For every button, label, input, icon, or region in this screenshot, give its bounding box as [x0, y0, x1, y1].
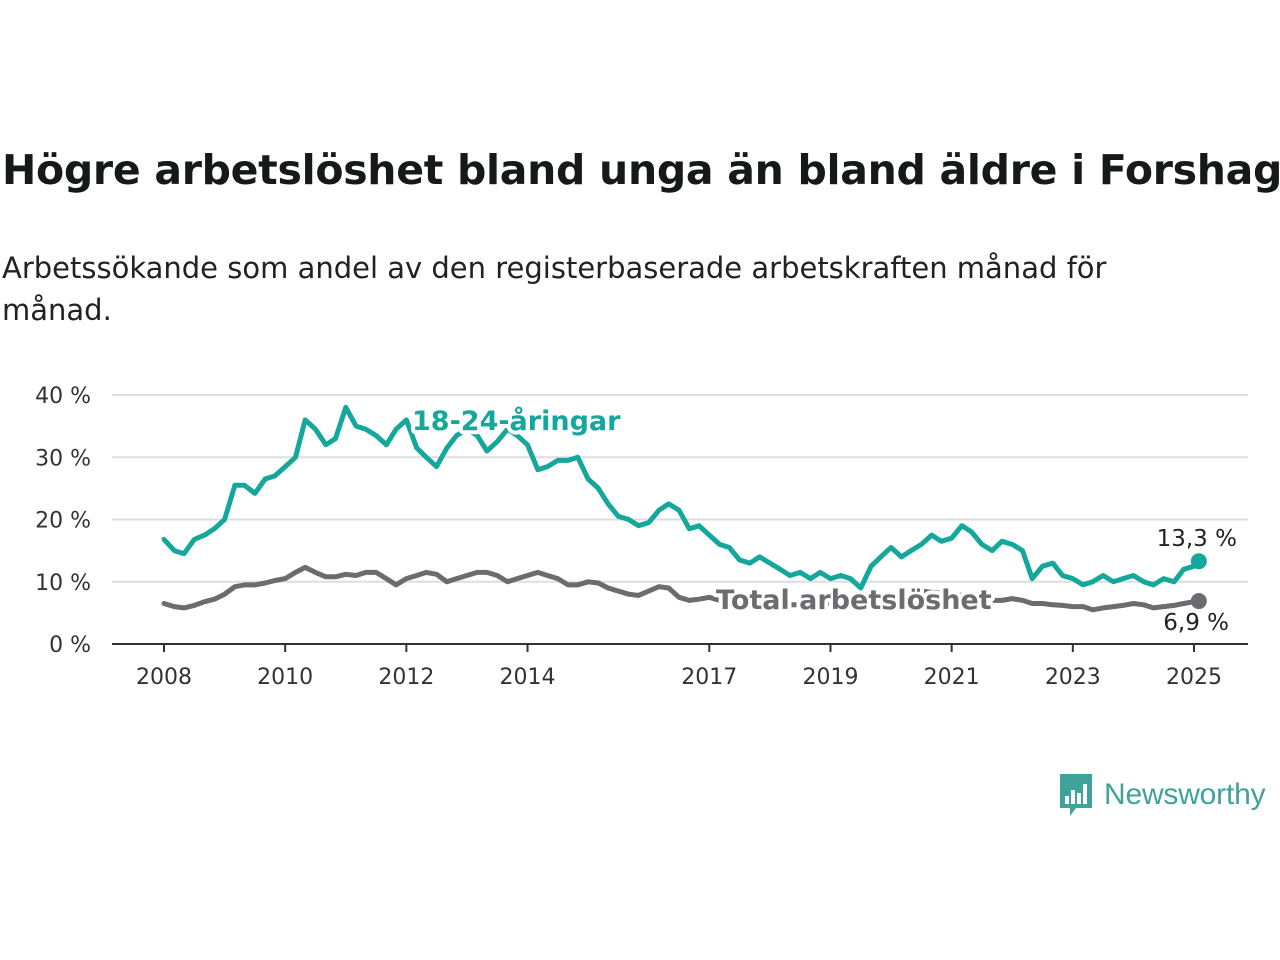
newsworthy-logo: Newsworthy: [1058, 772, 1266, 818]
brand-name: Newsworthy: [1104, 778, 1266, 811]
x-tick-label: 2017: [681, 665, 737, 690]
x-tick-label: 2010: [257, 665, 313, 690]
x-tick-label: 2008: [136, 665, 192, 690]
y-tick-label: 10 %: [35, 571, 91, 596]
end-label-youth: 13,3 %: [1157, 526, 1237, 552]
end-label-total: 6,9 %: [1163, 610, 1229, 636]
x-tick-label: 2025: [1166, 665, 1222, 690]
series-label-youth: 18-24-åringar: [412, 405, 621, 437]
x-tick-label: 2023: [1045, 665, 1101, 690]
y-tick-label: 20 %: [35, 509, 91, 534]
bar-chart-speech-bubble-icon: [1060, 774, 1092, 816]
endpoint-dot-total: [1190, 593, 1207, 610]
chart-subtitle: Arbetssökande som andel av den registerb…: [2, 251, 1107, 327]
series-line-youth: [161, 404, 1202, 591]
x-tick-label: 2019: [802, 665, 858, 690]
endpoint-dot-youth: [1190, 553, 1207, 570]
x-tick-label: 2012: [378, 665, 434, 690]
series-label-total: Total arbetslöshet: [716, 585, 992, 616]
x-tick-label: 2014: [500, 665, 556, 690]
chart-title: Högre arbetslöshet bland unga än bland ä…: [2, 146, 1280, 194]
y-tick-label: 40 %: [35, 384, 91, 409]
series-layer: [161, 404, 1207, 613]
grid-layer: [112, 394, 1248, 583]
y-axis-ticks: 0 % 10 % 20 % 30 % 40 %: [35, 384, 91, 658]
x-tick-label: 2021: [924, 665, 980, 690]
label-layer: 18-24-åringar Total arbetslöshet 13,3 % 6,9…: [408, 401, 1240, 639]
y-tick-label: 30 %: [35, 446, 91, 471]
x-axis-ticks: 2008 2010 2012 2014 2017 2019 2021 2023 2025: [136, 644, 1222, 690]
line-chart: 2008 2010 2012 2014 2017 2019 2021 2023 2025 0 %…: [35, 384, 1248, 690]
y-tick-label: 0 %: [49, 633, 91, 658]
series-line-total: [161, 564, 1202, 613]
